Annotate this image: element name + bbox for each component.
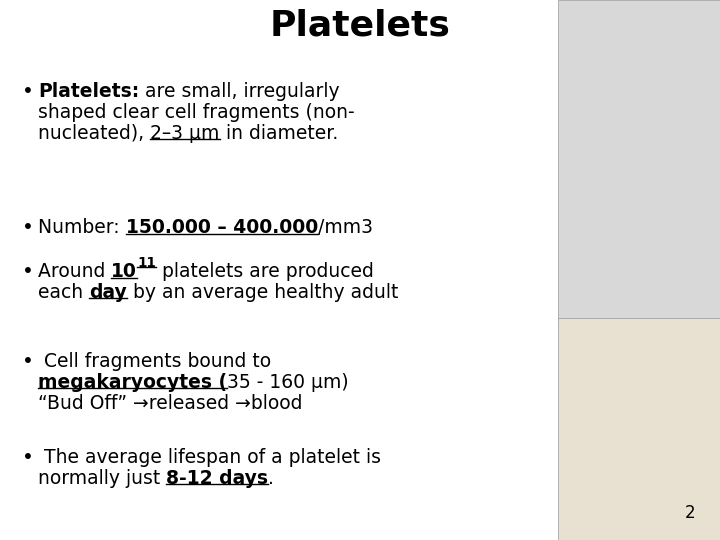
Text: 8-12 days: 8-12 days — [166, 469, 269, 488]
Text: normally just: normally just — [38, 469, 166, 488]
Text: day: day — [89, 283, 127, 302]
Text: Platelets:: Platelets: — [38, 82, 139, 101]
Text: “Bud Off” →released →blood: “Bud Off” →released →blood — [38, 394, 302, 413]
Text: •: • — [22, 82, 34, 101]
Text: 11: 11 — [138, 256, 156, 270]
Text: nucleated),: nucleated), — [38, 124, 150, 143]
Text: •: • — [22, 262, 34, 281]
Text: /mm3: /mm3 — [318, 218, 373, 237]
Text: Number:: Number: — [38, 218, 125, 237]
Text: each: each — [38, 283, 89, 302]
Text: shaped clear cell fragments (non-: shaped clear cell fragments (non- — [38, 103, 355, 122]
Text: platelets are produced: platelets are produced — [156, 262, 374, 281]
Text: Platelets: Platelets — [269, 8, 451, 42]
Text: •: • — [22, 352, 34, 371]
Text: megakaryocytes (: megakaryocytes ( — [38, 373, 227, 392]
Text: The average lifespan of a platelet is: The average lifespan of a platelet is — [38, 448, 381, 467]
Text: 2–3 μm: 2–3 μm — [150, 124, 220, 143]
Text: Around: Around — [38, 262, 112, 281]
Text: •: • — [22, 218, 34, 237]
Bar — [558, 0, 720, 320]
Text: •: • — [22, 448, 34, 467]
Text: in diameter.: in diameter. — [220, 124, 338, 143]
Text: 35 - 160 μm): 35 - 160 μm) — [227, 373, 348, 392]
Text: 10: 10 — [112, 262, 138, 281]
Text: 2: 2 — [685, 504, 695, 522]
Text: are small, irregularly: are small, irregularly — [139, 82, 340, 101]
Text: 150.000 – 400.000: 150.000 – 400.000 — [125, 218, 318, 237]
Text: Cell fragments bound to: Cell fragments bound to — [38, 352, 271, 371]
Text: by an average healthy adult: by an average healthy adult — [127, 283, 398, 302]
Text: .: . — [269, 469, 274, 488]
Bar — [558, 318, 720, 540]
